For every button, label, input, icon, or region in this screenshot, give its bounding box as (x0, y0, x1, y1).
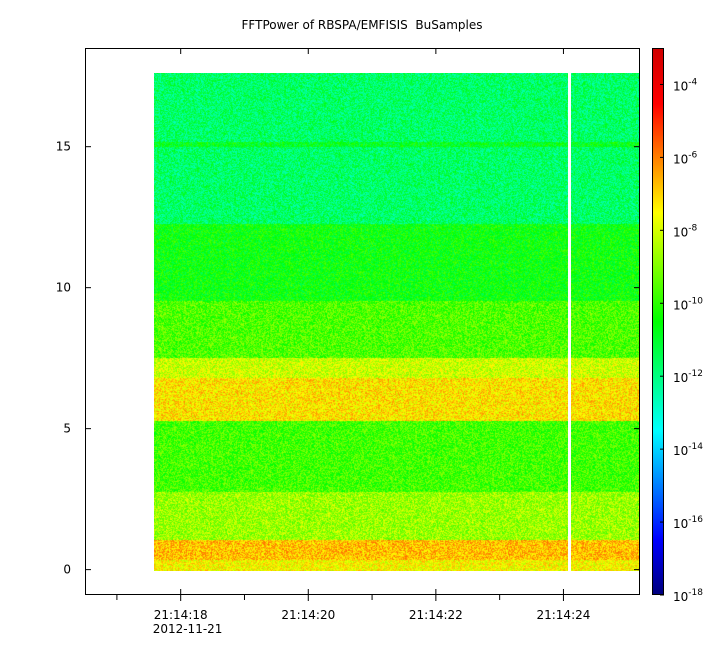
plot-area[interactable] (85, 48, 640, 595)
x-tick-label: 21:14:18 (154, 608, 208, 622)
colorbar-tick-label: 10-6 (673, 150, 698, 166)
colorbar[interactable] (652, 48, 664, 595)
chart-title: FFTPower of RBSPA/EMFISIS BuSamples (241, 18, 483, 32)
x-tick-label: 21:14:24 (536, 608, 590, 622)
x-tick-label: 21:14:22 (409, 608, 463, 622)
y-tick-label: 0 (63, 563, 71, 577)
colorbar-tick-label: 10-14 (673, 442, 703, 458)
data-gap-stripe (568, 73, 571, 571)
colorbar-tick-label: 10-4 (673, 77, 698, 93)
y-tick-label: 15 (56, 140, 71, 154)
x-tick-label: 21:14:20 (281, 608, 335, 622)
colorbar-tick-label: 10-10 (673, 296, 703, 312)
y-tick-label: 10 (56, 281, 71, 295)
y-tick-label: 5 (63, 422, 71, 436)
colorbar-tick-label: 10-18 (673, 588, 703, 604)
colorbar-tick-label: 10-16 (673, 515, 703, 531)
x-date-label: 2012-11-21 (153, 622, 223, 636)
colorbar-tick-label: 10-8 (673, 223, 698, 239)
colorbar-tick-label: 10-12 (673, 369, 703, 385)
spectrogram-heatmap (154, 73, 639, 571)
